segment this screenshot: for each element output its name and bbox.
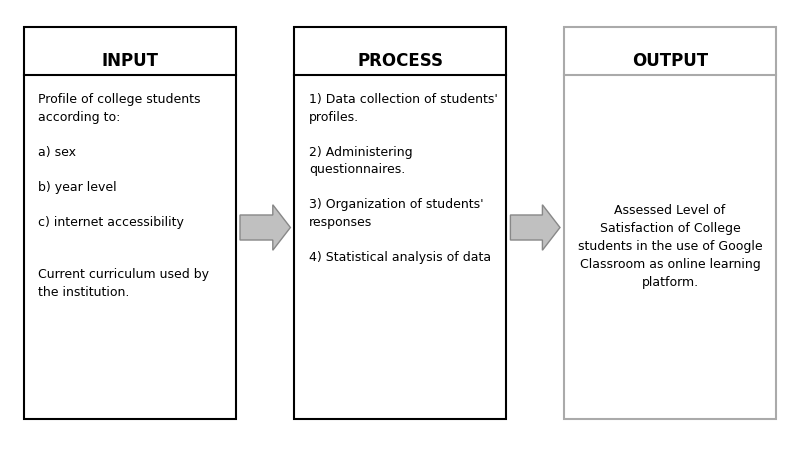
Text: Assessed Level of
Satisfaction of College
students in the use of Google
Classroo: Assessed Level of Satisfaction of Colleg… bbox=[578, 204, 762, 289]
Text: Profile of college students
according to:

a) sex

b) year level

c) internet ac: Profile of college students according to… bbox=[38, 93, 210, 299]
Text: INPUT: INPUT bbox=[102, 52, 158, 71]
FancyBboxPatch shape bbox=[24, 27, 236, 419]
FancyBboxPatch shape bbox=[564, 27, 776, 419]
FancyBboxPatch shape bbox=[294, 27, 506, 419]
FancyArrow shape bbox=[240, 205, 290, 250]
Text: OUTPUT: OUTPUT bbox=[632, 52, 708, 71]
FancyArrow shape bbox=[510, 205, 560, 250]
Text: 1) Data collection of students'
profiles.

2) Administering
questionnaires.

3) : 1) Data collection of students' profiles… bbox=[309, 93, 498, 264]
Text: PROCESS: PROCESS bbox=[358, 52, 443, 71]
